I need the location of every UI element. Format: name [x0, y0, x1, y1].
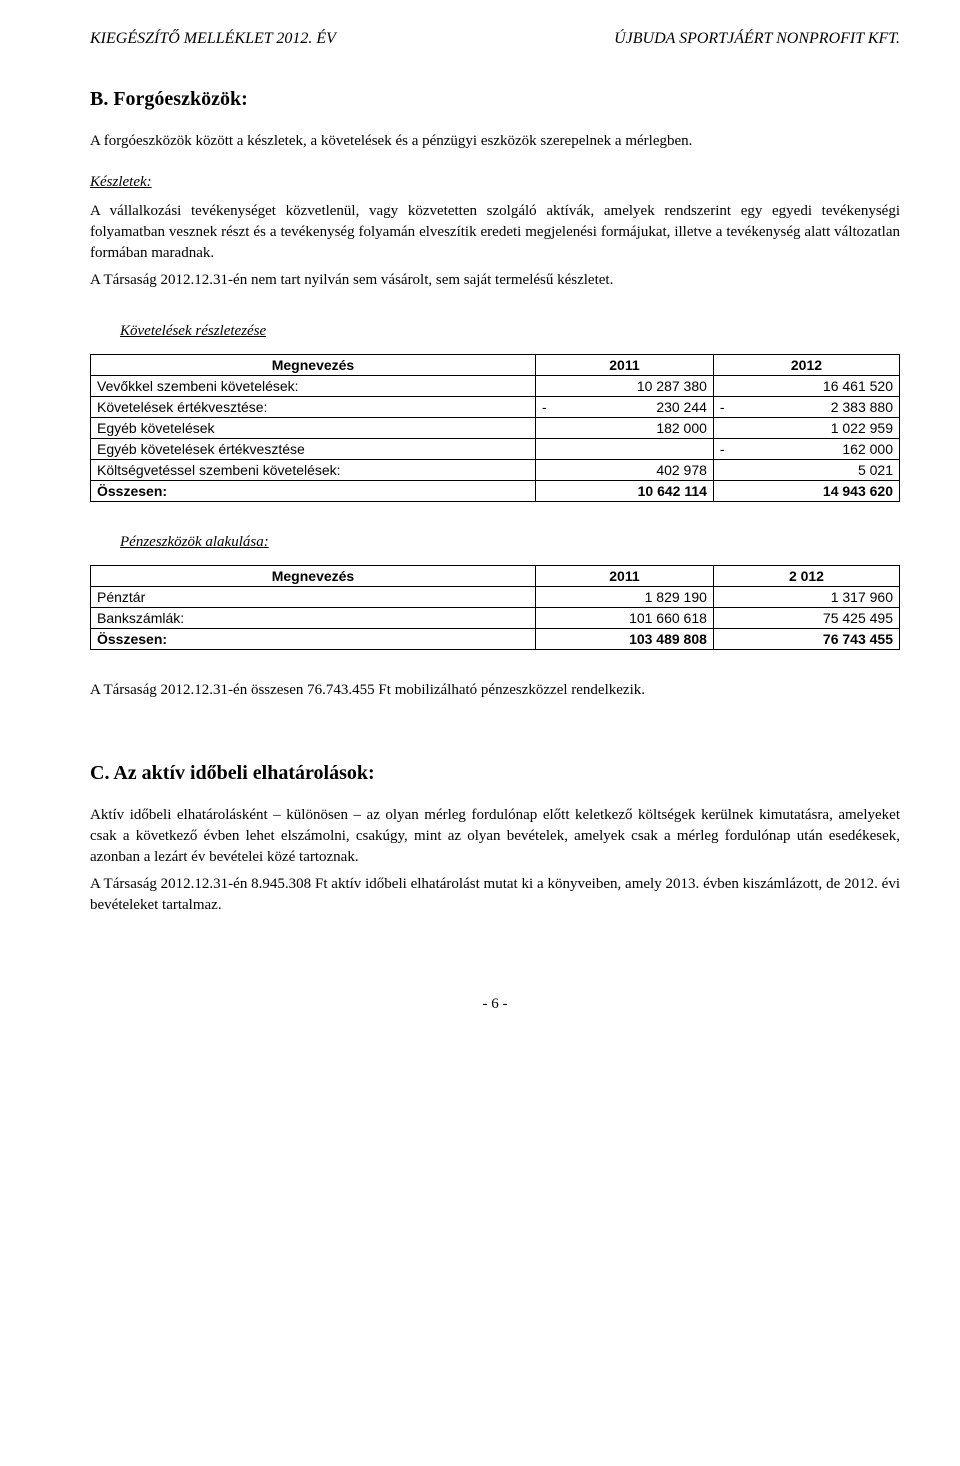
- cell-label: Vevőkkel szembeni követelések:: [91, 376, 536, 397]
- cell-label: Követelések értékvesztése:: [91, 397, 536, 418]
- table-header-row: Megnevezés 2011 2 012: [91, 566, 900, 587]
- page-header: KIEGÉSZÍTŐ MELLÉKLET 2012. ÉV ÚJBUDA SPO…: [90, 30, 900, 48]
- th-2011: 2011: [535, 355, 713, 376]
- th-megnevezes: Megnevezés: [91, 355, 536, 376]
- table-penzeszkozok: Megnevezés 2011 2 012 Pénztár1 829 1901 …: [90, 565, 900, 650]
- table-row: Követelések értékvesztése:-230 244-2 383…: [91, 397, 900, 418]
- table-row: Egyéb követelések182 0001 022 959: [91, 418, 900, 439]
- cell-label: Egyéb követelések: [91, 418, 536, 439]
- cell-2012: 14 943 620: [713, 481, 899, 502]
- table-row: Pénztár1 829 1901 317 960: [91, 587, 900, 608]
- table-total-row: Összesen:103 489 80876 743 455: [91, 629, 900, 650]
- section-c-p2: A Társaság 2012.12.31-én 8.945.308 Ft ak…: [90, 874, 900, 916]
- cell-2012: 5 021: [713, 460, 899, 481]
- keszletek-p1: A vállalkozási tevékenységet közvetlenül…: [90, 201, 900, 264]
- cell-2011: 10 642 114: [535, 481, 713, 502]
- cell-2011: 182 000: [535, 418, 713, 439]
- table-row: Bankszámlák:101 660 61875 425 495: [91, 608, 900, 629]
- cell-2012: -162 000: [713, 439, 899, 460]
- cell-2011: [535, 439, 713, 460]
- keszletek-subhead: Készletek:: [90, 172, 900, 193]
- penzeszkozok-subhead: Pénzeszközök alakulása:: [120, 532, 900, 553]
- th-2012: 2 012: [713, 566, 899, 587]
- cell-2012: 1 317 960: [713, 587, 899, 608]
- section-b-title: B. Forgóeszközök:: [90, 88, 900, 111]
- section-c-title: C. Az aktív időbeli elhatárolások:: [90, 762, 900, 785]
- section-b-intro: A forgóeszközök között a készletek, a kö…: [90, 131, 900, 152]
- th-2012: 2012: [713, 355, 899, 376]
- table-row: Egyéb követelések értékvesztése -162 000: [91, 439, 900, 460]
- cell-2011: 402 978: [535, 460, 713, 481]
- cell-2011: 103 489 808: [535, 629, 713, 650]
- table-row: Költségvetéssel szembeni követelések:402…: [91, 460, 900, 481]
- cell-label: Bankszámlák:: [91, 608, 536, 629]
- th-megnevezes: Megnevezés: [91, 566, 536, 587]
- cell-2011: 101 660 618: [535, 608, 713, 629]
- cell-label: Összesen:: [91, 629, 536, 650]
- header-left: KIEGÉSZÍTŐ MELLÉKLET 2012. ÉV: [90, 30, 336, 48]
- cell-label: Költségvetéssel szembeni követelések:: [91, 460, 536, 481]
- cell-label: Összesen:: [91, 481, 536, 502]
- table-header-row: Megnevezés 2011 2012: [91, 355, 900, 376]
- cell-2011: -230 244: [535, 397, 713, 418]
- table-total-row: Összesen:10 642 11414 943 620: [91, 481, 900, 502]
- cell-2012: 76 743 455: [713, 629, 899, 650]
- table-row: Vevőkkel szembeni követelések:10 287 380…: [91, 376, 900, 397]
- cell-2012: 16 461 520: [713, 376, 899, 397]
- mobilizalhato-text: A Társaság 2012.12.31-én összesen 76.743…: [90, 680, 900, 701]
- cell-2011: 10 287 380: [535, 376, 713, 397]
- cell-label: Pénztár: [91, 587, 536, 608]
- header-right: ÚJBUDA SPORTJÁÉRT NONPROFIT KFT.: [614, 30, 900, 48]
- cell-2011: 1 829 190: [535, 587, 713, 608]
- keszletek-p2: A Társaság 2012.12.31-én nem tart nyilvá…: [90, 270, 900, 291]
- cell-2012: 75 425 495: [713, 608, 899, 629]
- th-2011: 2011: [535, 566, 713, 587]
- cell-label: Egyéb követelések értékvesztése: [91, 439, 536, 460]
- section-c-p1: Aktív időbeli elhatárolásként – különöse…: [90, 805, 900, 868]
- page-number: - 6 -: [90, 996, 900, 1013]
- kovetelesek-subhead: Követelések részletezése: [120, 321, 900, 342]
- table-kovetelesek: Megnevezés 2011 2012 Vevőkkel szembeni k…: [90, 354, 900, 502]
- cell-2012: 1 022 959: [713, 418, 899, 439]
- cell-2012: -2 383 880: [713, 397, 899, 418]
